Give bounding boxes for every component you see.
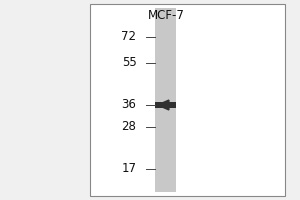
Text: 55: 55 <box>122 56 136 70</box>
Bar <box>154 102 176 108</box>
Bar <box>154 8 176 192</box>
Text: 72: 72 <box>122 30 136 44</box>
Text: 28: 28 <box>122 120 136 134</box>
Text: MCF-7: MCF-7 <box>148 9 185 22</box>
Polygon shape <box>158 100 169 110</box>
Text: 17: 17 <box>122 162 136 176</box>
Bar <box>90 4 285 196</box>
Text: 36: 36 <box>122 98 136 112</box>
